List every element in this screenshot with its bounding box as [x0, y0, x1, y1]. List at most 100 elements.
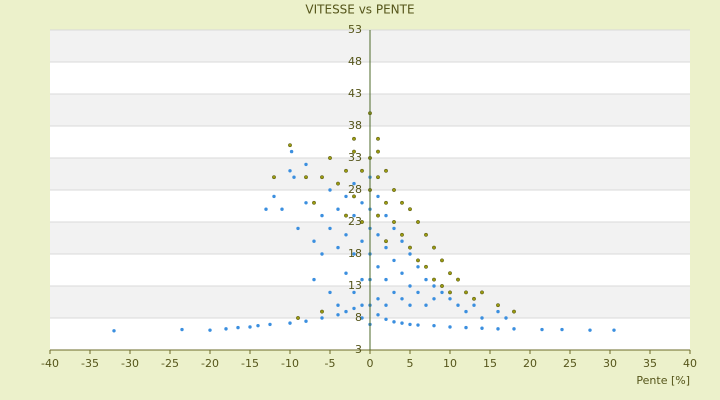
x-tick-label: 40	[683, 357, 697, 370]
point	[392, 258, 396, 263]
point	[416, 258, 420, 263]
point	[224, 327, 228, 331]
point	[296, 226, 300, 231]
x-tick-label: 15	[483, 357, 497, 370]
x-tick-label: 5	[407, 357, 414, 370]
point	[320, 316, 324, 320]
point	[264, 207, 268, 211]
point	[384, 245, 388, 250]
point	[320, 252, 324, 256]
point	[464, 325, 468, 330]
y-tick-label: 33	[348, 151, 362, 164]
point	[376, 175, 380, 180]
point	[456, 277, 460, 282]
point	[560, 327, 564, 332]
point	[352, 149, 356, 154]
point	[304, 201, 308, 205]
point	[408, 303, 412, 307]
point	[336, 245, 340, 250]
point	[320, 175, 324, 180]
point	[392, 290, 396, 295]
y-tick-label: 18	[348, 247, 362, 260]
point	[280, 207, 284, 211]
y-tick-label: 8	[355, 311, 362, 324]
point	[472, 296, 476, 301]
point	[448, 290, 452, 295]
point	[392, 188, 396, 192]
point	[448, 271, 452, 276]
x-tick-label: 0	[367, 357, 374, 370]
point	[480, 290, 484, 295]
x-tick-label: -15	[241, 357, 259, 370]
point	[400, 200, 404, 205]
point	[376, 297, 380, 301]
point	[304, 175, 308, 180]
x-tick-label: -25	[161, 357, 179, 370]
point	[256, 323, 260, 328]
point	[384, 200, 388, 205]
point	[612, 328, 616, 332]
point	[360, 239, 364, 243]
point	[288, 169, 292, 173]
y-tick-label: 53	[348, 23, 362, 36]
point	[384, 317, 388, 321]
point	[288, 321, 292, 325]
point	[272, 194, 276, 199]
point	[464, 309, 468, 314]
x-tick-label: -20	[201, 357, 219, 370]
point	[496, 327, 500, 331]
y-tick-label: 38	[348, 119, 362, 132]
point	[432, 323, 436, 328]
point	[408, 252, 412, 256]
point	[352, 136, 356, 141]
point	[416, 220, 420, 224]
point	[360, 168, 364, 173]
point	[440, 290, 444, 295]
point	[408, 245, 412, 250]
point	[424, 277, 428, 282]
y-tick-label: 3	[355, 343, 362, 356]
point	[344, 309, 348, 314]
point	[336, 303, 340, 307]
point	[328, 156, 332, 160]
point	[456, 303, 460, 307]
point	[504, 316, 508, 320]
x-tick-label: -10	[281, 357, 299, 370]
point	[344, 271, 348, 275]
point	[424, 303, 428, 307]
point	[392, 226, 396, 231]
point	[512, 309, 516, 314]
point	[480, 316, 484, 320]
y-tick-label: 48	[348, 55, 362, 68]
point	[344, 213, 348, 218]
point	[180, 327, 184, 332]
point	[328, 290, 332, 295]
point	[320, 309, 324, 314]
point	[376, 233, 380, 237]
point	[352, 194, 356, 199]
point	[392, 220, 396, 224]
point	[408, 207, 412, 212]
point	[448, 297, 452, 301]
point	[376, 265, 380, 269]
point	[496, 309, 500, 314]
y-tick-label: 23	[348, 215, 362, 228]
point	[312, 200, 316, 205]
point	[384, 213, 388, 218]
point	[540, 327, 544, 332]
point	[384, 239, 388, 244]
x-tick-label: -40	[41, 357, 59, 370]
point	[392, 320, 396, 324]
y-tick-label: 43	[348, 87, 362, 100]
x-tick-label: 25	[563, 357, 577, 370]
point	[336, 181, 340, 186]
point	[408, 284, 412, 288]
point	[432, 297, 436, 301]
point	[352, 290, 356, 295]
point	[336, 313, 340, 317]
x-tick-label: -30	[121, 357, 139, 370]
point	[328, 226, 332, 231]
point	[292, 175, 296, 179]
point	[464, 290, 468, 295]
